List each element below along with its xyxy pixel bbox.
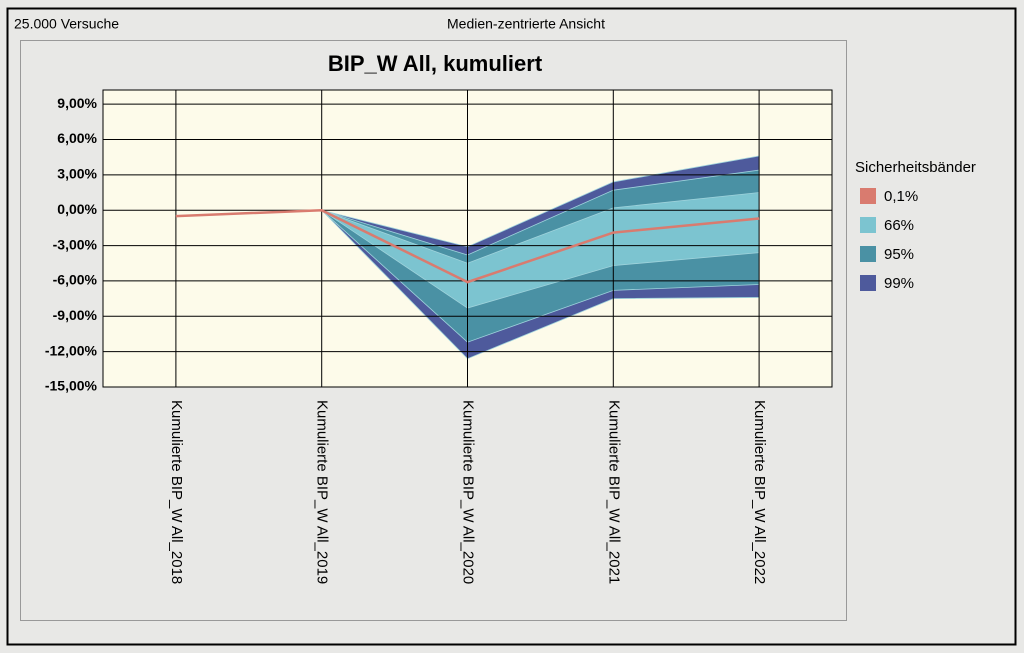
legend-label: 0,1% xyxy=(884,188,918,205)
legend-title: Sicherheitsbänder xyxy=(855,159,976,176)
y-tick-label: -15,00% xyxy=(45,378,98,394)
y-tick-label: -9,00% xyxy=(53,307,98,323)
legend-swatch xyxy=(860,217,876,233)
view-label: Medien-zentrierte Ansicht xyxy=(447,16,605,32)
y-tick-label: -6,00% xyxy=(53,272,98,288)
x-tick-label: Kumulierte BIP_W All_2020 xyxy=(460,400,477,584)
frame xyxy=(6,7,1017,646)
y-tick-label: 3,00% xyxy=(57,166,97,182)
y-tick-label: 9,00% xyxy=(57,95,97,111)
legend-label: 95% xyxy=(884,246,914,263)
plot-border xyxy=(102,89,833,388)
x-tick-label: Kumulierte BIP_W All_2019 xyxy=(314,400,331,584)
median-line xyxy=(175,208,760,284)
legend-swatch xyxy=(860,275,876,291)
trials-label: 25.000 Versuche xyxy=(14,16,119,32)
y-tick-label: 6,00% xyxy=(57,130,97,146)
chart-title: BIP_W All, kumuliert xyxy=(328,51,543,76)
legend-label: 99% xyxy=(884,275,914,292)
legend-label: 66% xyxy=(884,217,914,234)
y-tick-label: 0,00% xyxy=(57,201,97,217)
y-tick-label: -3,00% xyxy=(53,236,98,252)
legend-swatch xyxy=(860,188,876,204)
x-tick-label: Kumulierte BIP_W All_2022 xyxy=(751,400,768,584)
panel xyxy=(20,40,847,621)
x-tick-label: Kumulierte BIP_W All_2021 xyxy=(605,400,622,584)
x-tick-label: Kumulierte BIP_W All_2018 xyxy=(168,400,185,584)
legend-swatch xyxy=(860,246,876,262)
y-tick-label: -12,00% xyxy=(45,342,98,358)
